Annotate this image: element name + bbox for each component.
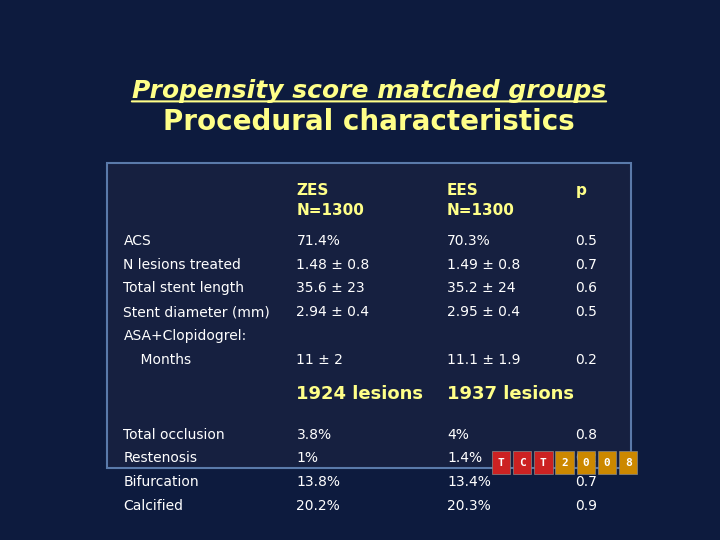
Text: 1937 lesions: 1937 lesions [447,386,574,403]
FancyBboxPatch shape [534,451,552,474]
Text: 0: 0 [582,458,589,468]
Text: T: T [540,458,546,468]
Text: ZES
N=1300: ZES N=1300 [297,183,364,218]
FancyBboxPatch shape [513,451,531,474]
Text: N lesions treated: N lesions treated [124,258,241,272]
Text: p: p [575,183,586,198]
Text: Bifurcation: Bifurcation [124,475,199,489]
Text: 2: 2 [561,458,568,468]
Text: 0.5: 0.5 [575,305,598,319]
Text: 2.94 ± 0.4: 2.94 ± 0.4 [297,305,369,319]
Text: 4%: 4% [447,428,469,442]
Text: 35.6 ± 23: 35.6 ± 23 [297,281,365,295]
Text: 1.48 ± 0.8: 1.48 ± 0.8 [297,258,369,272]
FancyBboxPatch shape [492,451,510,474]
Text: 3.8%: 3.8% [297,428,332,442]
Text: Total occlusion: Total occlusion [124,428,225,442]
FancyBboxPatch shape [577,451,595,474]
Text: 35.2 ± 24: 35.2 ± 24 [447,281,516,295]
FancyBboxPatch shape [598,451,616,474]
Text: 1.4%: 1.4% [447,451,482,465]
Text: Propensity score matched groups: Propensity score matched groups [132,79,606,103]
Text: 11 ± 2: 11 ± 2 [297,353,343,367]
Text: 11.1 ± 1.9: 11.1 ± 1.9 [447,353,521,367]
Text: 0.7: 0.7 [575,258,598,272]
Text: 13.4%: 13.4% [447,475,491,489]
Text: Total stent length: Total stent length [124,281,245,295]
Text: 0.8: 0.8 [575,428,598,442]
Text: Months: Months [124,353,192,367]
Text: T: T [498,458,504,468]
Text: 0.2: 0.2 [575,353,598,367]
Text: Stent diameter (mm): Stent diameter (mm) [124,305,270,319]
Text: 70.3%: 70.3% [447,234,491,248]
Text: 20.3%: 20.3% [447,499,491,513]
Text: ASA+Clopidogrel:: ASA+Clopidogrel: [124,329,247,343]
FancyBboxPatch shape [555,451,574,474]
Text: 0.2: 0.2 [575,451,598,465]
FancyBboxPatch shape [619,451,637,474]
Text: 1%: 1% [297,451,318,465]
Text: 20.2%: 20.2% [297,499,341,513]
Text: 0.7: 0.7 [575,475,598,489]
Text: 0.9: 0.9 [575,499,598,513]
Text: C: C [519,458,526,468]
Text: Procedural characteristics: Procedural characteristics [163,109,575,137]
Text: 0.5: 0.5 [575,234,598,248]
Text: 71.4%: 71.4% [297,234,341,248]
Text: 0.6: 0.6 [575,281,598,295]
Text: EES
N=1300: EES N=1300 [447,183,515,218]
Text: Restenosis: Restenosis [124,451,197,465]
Text: Calcified: Calcified [124,499,184,513]
Text: 0: 0 [603,458,611,468]
Text: 8: 8 [625,458,631,468]
Text: 13.8%: 13.8% [297,475,341,489]
Text: 2.95 ± 0.4: 2.95 ± 0.4 [447,305,520,319]
Text: 1.49 ± 0.8: 1.49 ± 0.8 [447,258,521,272]
FancyBboxPatch shape [107,163,631,468]
Text: 1924 lesions: 1924 lesions [297,386,423,403]
Text: ACS: ACS [124,234,151,248]
